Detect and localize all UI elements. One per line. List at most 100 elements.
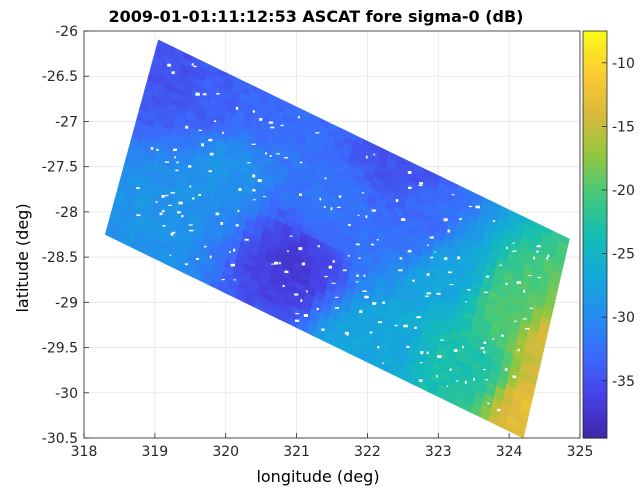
colorbar-segment: [583, 173, 607, 180]
missing-data-gap: [419, 182, 424, 184]
missing-data-gap: [528, 275, 532, 276]
x-tick-label: 318: [71, 444, 98, 460]
missing-data-gap: [171, 231, 176, 234]
missing-data-gap: [178, 201, 183, 205]
x-tick-label: 320: [212, 444, 239, 460]
missing-data-gap: [407, 171, 412, 174]
colorbar-segment: [583, 397, 607, 403]
colorbar-segment: [583, 320, 607, 327]
colorbar-segment: [583, 71, 607, 78]
missing-data-gap: [449, 284, 454, 286]
missing-data-gap: [455, 380, 459, 382]
missing-data-gap: [371, 243, 375, 246]
colorbar-frame: [582, 30, 608, 439]
missing-data-gap: [467, 289, 471, 291]
colorbar-segment: [583, 341, 607, 348]
missing-data-gap: [506, 246, 508, 250]
x-axis-ticks: 318 319 320 321 322 323 324 325: [71, 433, 593, 460]
missing-data-gap: [306, 290, 308, 293]
missing-data-gap: [342, 269, 347, 272]
missing-data-gap: [468, 205, 473, 208]
missing-data-gap: [230, 263, 235, 267]
missing-data-gap: [316, 307, 319, 311]
missing-data-gap: [271, 263, 276, 265]
missing-data-gap: [189, 229, 194, 232]
missing-data-gap: [237, 209, 240, 212]
x-tick-label: 324: [496, 444, 523, 460]
missing-data-gap: [473, 377, 475, 381]
missing-data-gap: [517, 348, 520, 352]
missing-data-gap: [238, 188, 242, 191]
missing-data-gap: [268, 121, 274, 124]
missing-data-gap: [536, 245, 541, 248]
colorbar-segment: [583, 376, 607, 383]
missing-data-gap: [209, 255, 212, 259]
missing-data-gap: [173, 148, 177, 151]
missing-data-gap: [202, 93, 207, 96]
missing-data-gap: [485, 275, 490, 278]
colorbar-segment: [583, 417, 607, 424]
missing-data-gap: [233, 248, 236, 252]
missing-data-gap: [447, 229, 451, 233]
y-tick-label: -28: [55, 205, 78, 221]
colorbar-tick-label: -10: [612, 56, 635, 72]
colorbar-segment: [583, 51, 607, 58]
missing-data-gap: [188, 224, 193, 226]
colorbar-segment: [583, 56, 607, 63]
missing-data-gap: [334, 307, 340, 309]
missing-data-gap: [394, 324, 398, 327]
plot-area: 318 319 320 321 322 323 324 325 -26 -26.5 -27 -27.…: [42, 24, 594, 460]
missing-data-gap: [436, 292, 441, 295]
colorbar-segment: [583, 270, 607, 276]
missing-data-gap: [347, 224, 351, 226]
y-tick-label: -27.5: [42, 160, 78, 176]
missing-data-gap: [440, 339, 444, 341]
missing-data-gap: [289, 235, 293, 237]
missing-data-gap: [284, 157, 288, 159]
colorbar-segment: [583, 259, 607, 266]
missing-data-gap: [155, 201, 158, 203]
missing-data-gap: [484, 379, 488, 381]
missing-data-gap: [525, 327, 530, 330]
missing-data-gap: [184, 263, 188, 266]
missing-data-gap: [319, 197, 322, 201]
missing-data-gap: [323, 206, 326, 208]
colorbar-segment: [583, 366, 607, 373]
colorbar-segment: [583, 422, 607, 429]
y-axis-ticks: -26 -26.5 -27 -27.5 -28 -28.5 -29 -29.5 -30 -30.5: [42, 24, 89, 447]
missing-data-gap: [443, 218, 448, 222]
colorbar-segment: [583, 336, 607, 342]
x-axis-label: longitude (deg): [256, 467, 379, 486]
missing-data-gap: [335, 296, 339, 298]
missing-data-gap: [208, 138, 213, 142]
colorbar-segment: [583, 66, 607, 73]
missing-data-gap: [480, 347, 485, 350]
missing-data-gap: [324, 275, 328, 278]
missing-data-gap: [446, 385, 449, 387]
missing-data-gap: [419, 362, 423, 364]
missing-data-gap: [201, 143, 204, 147]
missing-data-gap: [229, 251, 231, 253]
missing-data-gap: [295, 313, 300, 315]
missing-data-gap: [512, 375, 517, 379]
missing-data-gap: [448, 271, 452, 274]
colorbar-segment: [583, 183, 607, 190]
missing-data-gap: [284, 270, 289, 273]
colorbar-tick-label: -20: [612, 183, 635, 199]
missing-data-gap: [418, 184, 423, 186]
missing-data-gap: [221, 278, 225, 281]
y-tick-label: -26: [55, 24, 78, 40]
missing-data-gap: [324, 177, 327, 180]
colorbar-segment: [583, 310, 607, 317]
missing-data-gap: [363, 274, 366, 277]
missing-data-gap: [191, 63, 194, 66]
y-tick-label: -27: [55, 114, 78, 130]
missing-data-gap: [209, 152, 214, 156]
missing-data-gap: [416, 316, 421, 319]
missing-data-gap: [522, 318, 527, 320]
colorbar-segment: [583, 392, 607, 398]
missing-data-gap: [523, 289, 526, 293]
y-tick-label: -28.5: [42, 250, 78, 266]
missing-data-gap: [171, 71, 175, 75]
y-tick-label: -30: [55, 386, 78, 402]
